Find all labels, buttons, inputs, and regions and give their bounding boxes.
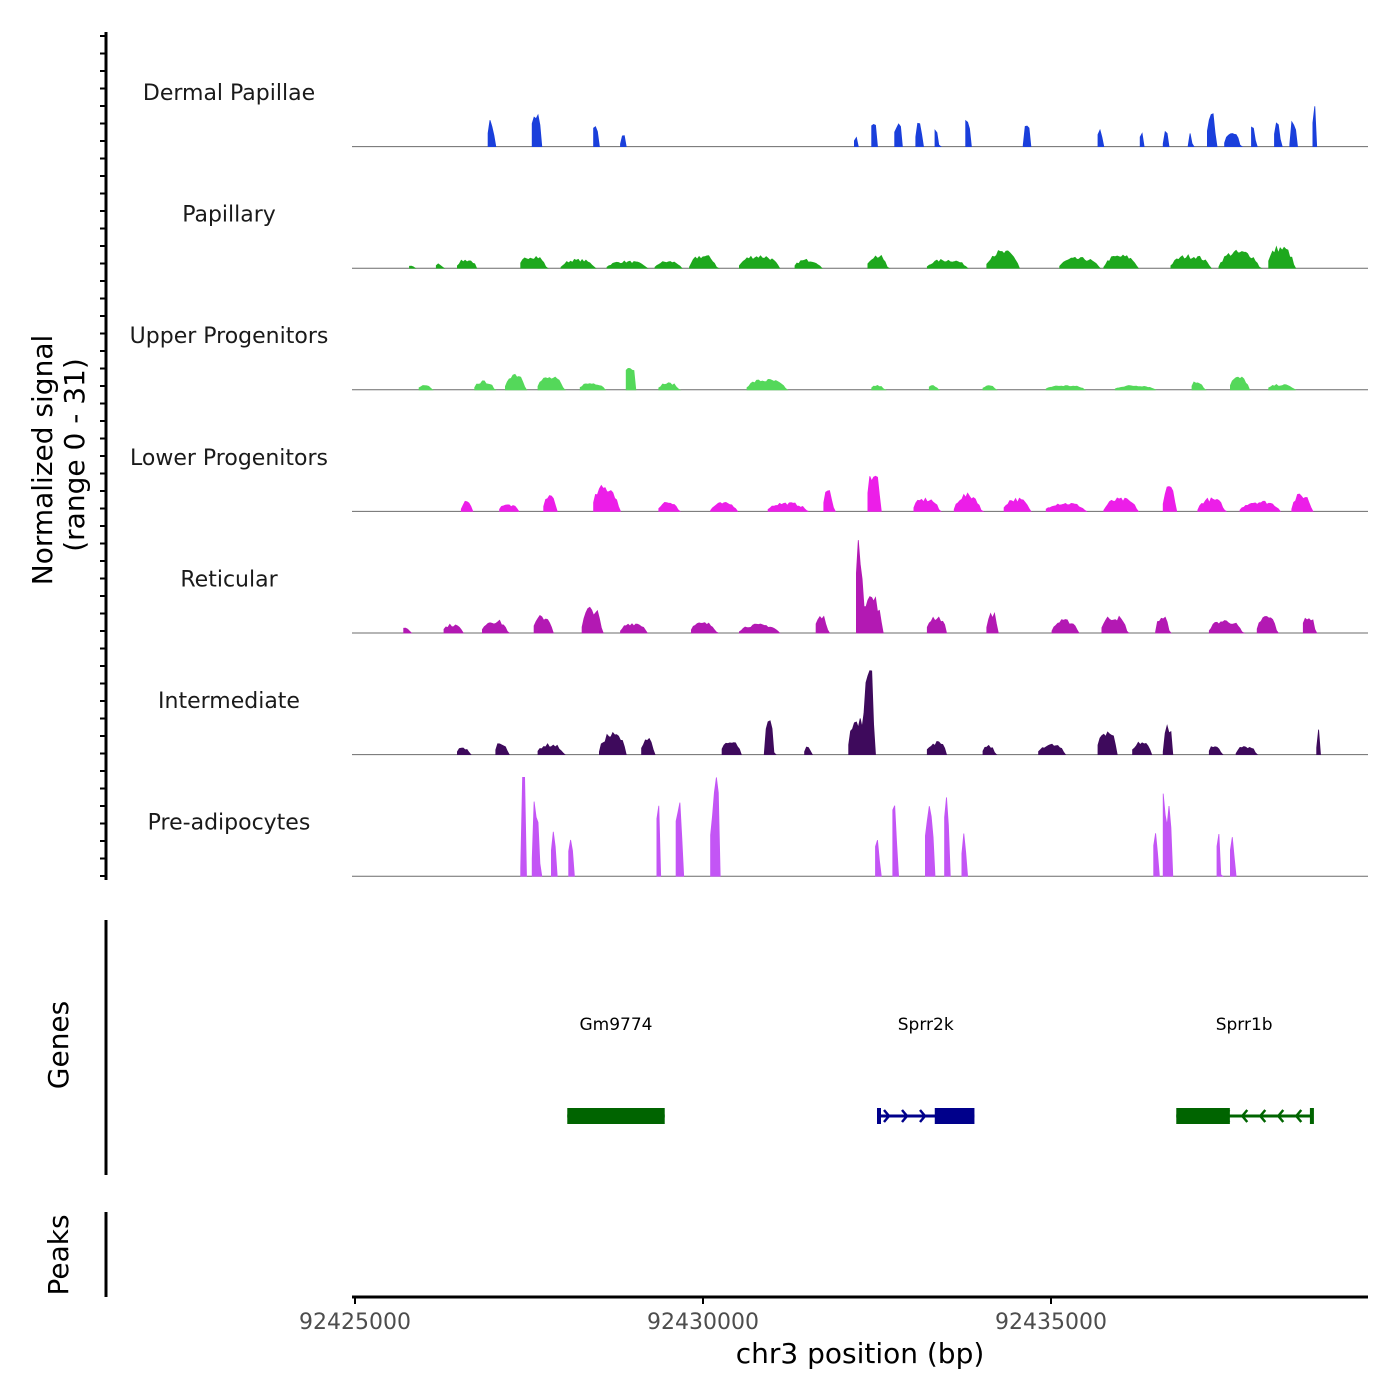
- signal-track-area: [409, 245, 1297, 269]
- y-axis-range: (range 0 - 31): [58, 358, 91, 552]
- x-tick-label: 92430000: [647, 1310, 759, 1335]
- track-label: Papillary: [182, 203, 276, 228]
- track-label: Dermal Papillae: [143, 81, 315, 106]
- gene-label: Gm9774: [580, 1015, 653, 1035]
- signal-track-area: [520, 777, 1237, 877]
- gene-strand-arrow: [1240, 1109, 1249, 1123]
- signal-track-area: [457, 670, 1321, 755]
- gene-strand-arrow: [919, 1109, 927, 1123]
- x-axis-title: chr3 position (bp): [736, 1337, 985, 1370]
- gene-strand-arrow: [1294, 1109, 1303, 1123]
- track-label: Reticular: [180, 567, 278, 592]
- signal-track-area: [487, 106, 1318, 147]
- gene-exon: [934, 1108, 975, 1124]
- gene-strand-arrow: [901, 1109, 909, 1123]
- gene-exon: [1176, 1108, 1230, 1124]
- x-tick-label: 92435000: [995, 1310, 1107, 1335]
- y-axis-title: Normalized signal: [26, 335, 59, 586]
- gene-strand-arrow: [1258, 1109, 1267, 1123]
- gene-strand-arrow: [883, 1109, 891, 1123]
- track-label: Pre-adipocytes: [148, 811, 311, 836]
- signal-track-area: [418, 367, 1296, 391]
- x-tick-label: 92425000: [299, 1310, 411, 1335]
- track-label: Intermediate: [158, 689, 300, 714]
- genes-axis-title: Genes: [42, 1001, 75, 1089]
- signal-track-area: [403, 540, 1318, 634]
- gene-label: Sprr1b: [1216, 1015, 1273, 1035]
- track-label: Upper Progenitors: [130, 324, 329, 349]
- gene-exon: [567, 1108, 665, 1124]
- gene-label: Sprr2k: [898, 1015, 954, 1035]
- gene-exon: [1309, 1108, 1314, 1124]
- signal-track-area: [460, 475, 1314, 512]
- track-label: Lower Progenitors: [130, 446, 328, 471]
- gene-strand-arrow: [1276, 1109, 1285, 1123]
- peaks-axis-title: Peaks: [42, 1214, 75, 1295]
- gene-exon: [877, 1108, 881, 1124]
